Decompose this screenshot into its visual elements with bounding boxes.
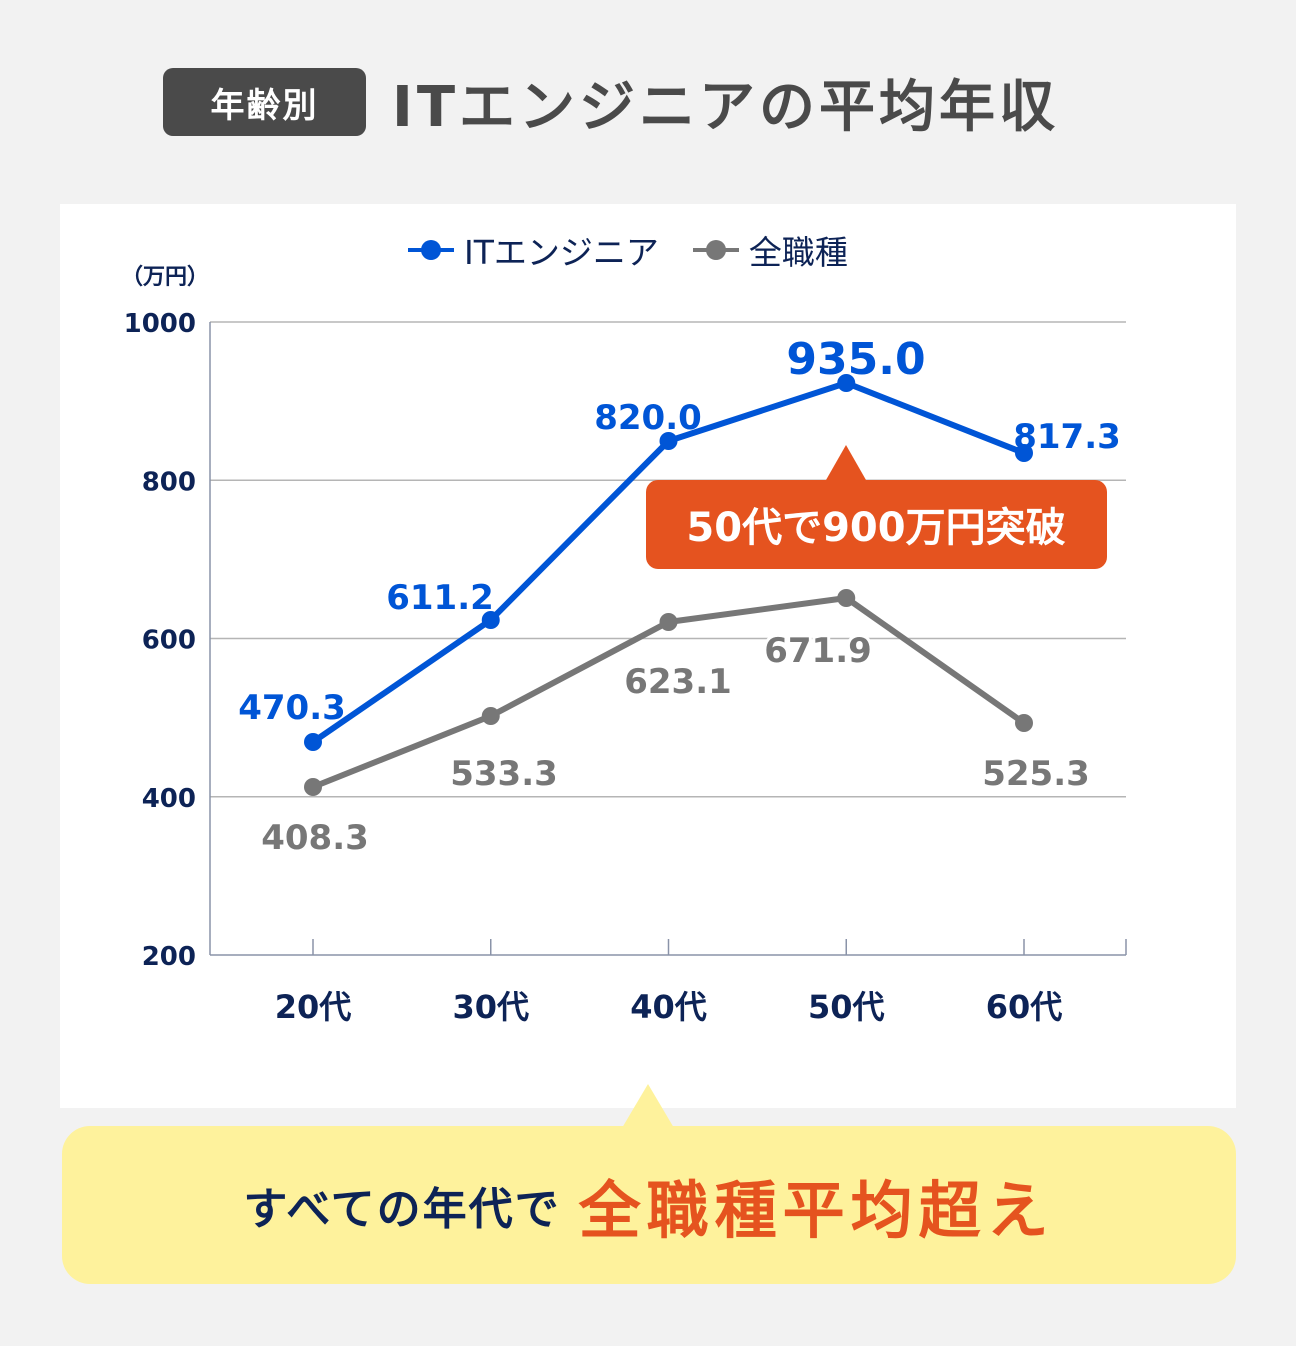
y-tick-label: 400 bbox=[142, 784, 196, 814]
series-lines bbox=[304, 374, 1033, 796]
data-point[interactable] bbox=[659, 432, 678, 450]
callout-tail bbox=[622, 1084, 674, 1128]
y-tick-label: 1000 bbox=[124, 309, 196, 339]
x-tick-label: 60代 bbox=[986, 988, 1063, 1026]
x-tick-label: 20代 bbox=[275, 988, 352, 1026]
callout-prefix: すべての年代で bbox=[243, 1184, 561, 1235]
legend-line-dot-icon bbox=[692, 240, 739, 260]
x-tick-label: 30代 bbox=[452, 988, 529, 1026]
age-badge: 年齢別 bbox=[163, 68, 366, 136]
header: 年齢別 ITエンジニアの平均年収 bbox=[0, 62, 1296, 142]
data-label: 611.2 bbox=[386, 578, 494, 618]
data-label: 935.0 bbox=[786, 334, 925, 385]
data-label: 817.3 bbox=[1013, 417, 1121, 457]
x-tick-label: 50代 bbox=[808, 988, 885, 1026]
y-tick-label: 800 bbox=[142, 467, 196, 497]
highlight-annotation: 50代で900万円突破 bbox=[646, 445, 1107, 569]
y-tick-label: 200 bbox=[142, 942, 196, 972]
data-point[interactable] bbox=[1015, 444, 1033, 462]
data-label: 408.3 bbox=[261, 818, 369, 858]
legend-label: 全職種 bbox=[748, 233, 848, 272]
legend-label: ITエンジニア bbox=[464, 233, 659, 272]
data-point[interactable] bbox=[481, 611, 500, 629]
data-label: 820.0 bbox=[594, 398, 702, 438]
data-point[interactable] bbox=[481, 707, 500, 725]
chart-card bbox=[60, 204, 1236, 1108]
data-point[interactable] bbox=[837, 589, 856, 607]
x-tick-label: 40代 bbox=[630, 988, 707, 1026]
data-label: 525.3 bbox=[982, 754, 1090, 794]
chart-legend: ITエンジニア 全職種 bbox=[408, 228, 848, 272]
summary-callout: すべての年代で 全職種平均超え bbox=[62, 1126, 1236, 1284]
data-label: 671.9 bbox=[764, 631, 872, 671]
legend-item-it-engineer[interactable]: ITエンジニア bbox=[408, 226, 659, 274]
y-tick-label: 600 bbox=[142, 626, 196, 656]
page-title: ITエンジニアの平均年収 bbox=[392, 74, 1060, 140]
highlight-text: 50代で900万円突破 bbox=[686, 505, 1065, 551]
data-point[interactable] bbox=[659, 613, 678, 631]
data-point[interactable] bbox=[304, 778, 322, 796]
legend-line-dot-icon bbox=[408, 240, 454, 260]
data-point[interactable] bbox=[1015, 714, 1033, 732]
y-axis-ticks: 200 400 600 800 1000 bbox=[124, 309, 196, 972]
data-label: 623.1 bbox=[624, 662, 732, 702]
legend-item-all-jobs[interactable]: 全職種 bbox=[692, 226, 848, 274]
highlight-pointer bbox=[826, 445, 866, 480]
data-label: 470.3 bbox=[238, 688, 346, 728]
data-point[interactable] bbox=[304, 733, 322, 751]
highlight-box bbox=[646, 480, 1107, 569]
callout-emphasis: 全職種平均超え bbox=[578, 1174, 1055, 1247]
data-labels: 408.3 533.3 623.1 671.9 525.3 470.3 611.2 820.0… bbox=[238, 334, 1121, 861]
y-axis-unit-label: （万円） bbox=[121, 265, 209, 290]
data-label: 533.3 bbox=[450, 754, 558, 794]
x-axis-ticks: 20代 30代 40代 50代 60代 bbox=[275, 939, 1127, 1026]
data-point[interactable] bbox=[837, 374, 856, 392]
